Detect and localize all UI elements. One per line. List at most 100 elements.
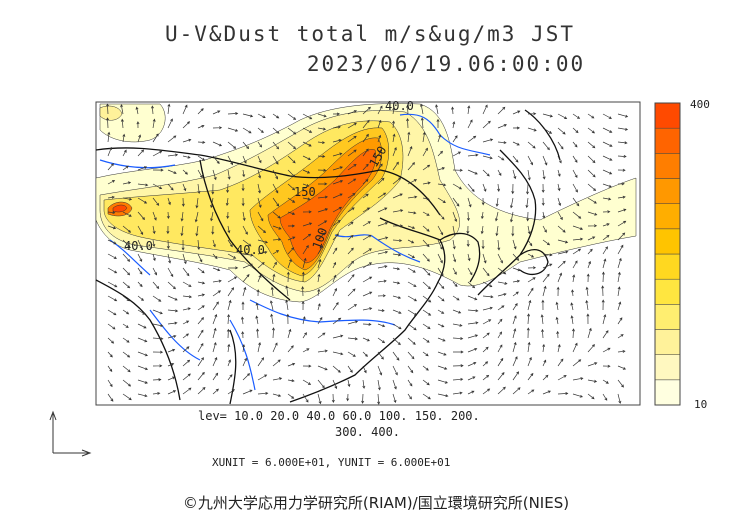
wind-arrow bbox=[542, 253, 553, 257]
colorbar-swatch bbox=[654, 228, 681, 255]
wind-arrow bbox=[587, 362, 598, 367]
wind-arrow bbox=[241, 301, 245, 310]
wind-arrow bbox=[332, 287, 337, 297]
wind-arrow bbox=[257, 127, 264, 133]
wind-arrow bbox=[182, 121, 191, 129]
wind-arrow bbox=[212, 301, 219, 311]
wind-arrow bbox=[302, 197, 311, 201]
wind-arrow bbox=[347, 135, 357, 143]
wind-arrow bbox=[302, 233, 312, 241]
contour-label-150: 150 bbox=[294, 185, 316, 199]
wind-arrow bbox=[572, 183, 578, 193]
wind-arrow bbox=[332, 193, 343, 199]
wind-arrow bbox=[542, 113, 554, 118]
wind-arrow bbox=[617, 349, 626, 353]
wind-arrow bbox=[317, 127, 327, 131]
wind-arrow bbox=[107, 211, 116, 215]
wind-arrow bbox=[377, 379, 381, 391]
wind-arrow bbox=[422, 164, 431, 171]
wind-arrow bbox=[257, 225, 267, 234]
wind-arrow bbox=[152, 239, 156, 247]
wind-arrow bbox=[137, 393, 148, 398]
colorbar-swatch bbox=[654, 354, 681, 381]
wind-arrow bbox=[452, 295, 460, 301]
wind-arrow bbox=[527, 225, 531, 235]
wind-arrow bbox=[466, 239, 470, 248]
wind-arrow bbox=[272, 237, 282, 241]
wind-arrow bbox=[452, 151, 462, 157]
wind-arrow bbox=[137, 281, 143, 288]
wind-arrow bbox=[617, 334, 624, 339]
wind-arrow bbox=[122, 149, 127, 157]
wind-arrow bbox=[272, 141, 280, 150]
wind-arrow bbox=[392, 295, 402, 300]
wind-arrow bbox=[377, 119, 382, 129]
wind-arrow bbox=[437, 239, 443, 250]
wind-arrow bbox=[182, 373, 191, 381]
wind-arrow bbox=[317, 288, 321, 297]
wind-arrow bbox=[257, 197, 262, 209]
wind-arrow bbox=[617, 127, 629, 131]
wind-arrow bbox=[212, 253, 218, 260]
wind-arrow bbox=[480, 225, 484, 235]
wind-arrow bbox=[332, 152, 343, 157]
wind-arrow bbox=[407, 379, 413, 387]
wind-arrow bbox=[227, 239, 233, 248]
wind-arrow bbox=[572, 393, 584, 398]
wind-arrow bbox=[122, 267, 131, 276]
wind-arrow bbox=[241, 331, 245, 339]
wind-arrow bbox=[542, 343, 546, 353]
wind-arrow bbox=[617, 271, 621, 283]
wind-arrow bbox=[467, 169, 478, 175]
wind-arrow bbox=[152, 350, 164, 354]
dust-level-150 bbox=[279, 149, 376, 264]
wind-arrow bbox=[511, 225, 515, 237]
wind-arrow bbox=[197, 124, 205, 129]
wind-arrow bbox=[107, 365, 113, 373]
wind-arrow bbox=[137, 225, 144, 236]
wind-arrow bbox=[482, 104, 488, 115]
wind-arrow bbox=[542, 127, 553, 134]
contour-label-40-north: 40.0 bbox=[385, 99, 414, 113]
wind-arrow bbox=[422, 351, 429, 357]
wind-arrow bbox=[512, 315, 517, 325]
wind-arrow bbox=[495, 225, 499, 237]
wind-arrow bbox=[332, 274, 337, 283]
wind-arrow bbox=[212, 314, 218, 325]
wind-arrow bbox=[317, 168, 327, 172]
wind-arrow bbox=[362, 276, 373, 283]
wind-arrow bbox=[269, 300, 274, 311]
wind-arrow bbox=[197, 329, 204, 339]
wind-arrow bbox=[497, 357, 504, 367]
wind-arrow bbox=[152, 295, 162, 302]
wind-arrow bbox=[107, 393, 114, 402]
wind-arrow bbox=[226, 211, 230, 220]
wind-arrow bbox=[227, 111, 239, 115]
wind-arrow bbox=[227, 343, 231, 353]
wind-arrow bbox=[272, 225, 282, 230]
wind-arrow bbox=[241, 197, 245, 207]
wind-arrow bbox=[120, 118, 124, 129]
chart-datetime: 2023/06/19.06:00:00 bbox=[306, 52, 586, 76]
wind-arrow bbox=[242, 357, 247, 367]
wind-arrow bbox=[152, 309, 163, 315]
wind-arrow bbox=[270, 286, 274, 297]
wind-arrow bbox=[527, 266, 537, 270]
wind-arrow bbox=[107, 253, 117, 259]
wind-arrow bbox=[287, 345, 294, 353]
wind-arrow bbox=[527, 389, 535, 395]
wind-arrow bbox=[377, 105, 383, 115]
wind-arrow bbox=[362, 351, 368, 357]
wind-arrow bbox=[317, 195, 329, 199]
wind-arrow bbox=[602, 330, 609, 339]
wind-arrow bbox=[182, 138, 192, 143]
wind-arrow bbox=[332, 365, 341, 373]
wind-arrow bbox=[527, 313, 531, 325]
wind-arrow bbox=[422, 211, 430, 216]
wind-arrow bbox=[587, 113, 595, 119]
wind-arrow bbox=[137, 365, 149, 371]
wind-arrow bbox=[572, 127, 579, 134]
wind-arrow bbox=[347, 234, 354, 241]
wind-arrow bbox=[242, 343, 246, 353]
wind-arrow bbox=[182, 333, 189, 339]
